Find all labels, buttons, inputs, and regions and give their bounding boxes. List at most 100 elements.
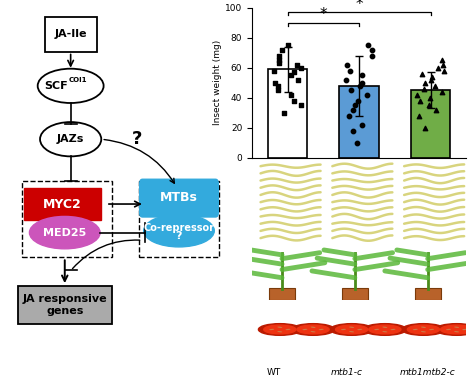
Point: [439, 89, 446, 95]
Point: [416, 98, 423, 104]
Point: [297, 102, 304, 108]
Ellipse shape: [144, 214, 214, 247]
Ellipse shape: [310, 327, 316, 328]
Circle shape: [402, 324, 445, 335]
Ellipse shape: [38, 69, 104, 103]
FancyArrowPatch shape: [73, 240, 140, 269]
Point: [427, 95, 434, 101]
Circle shape: [364, 324, 406, 335]
Point: [358, 80, 365, 86]
Point: [440, 68, 448, 74]
Point: [420, 86, 428, 92]
Point: [418, 70, 425, 77]
FancyBboxPatch shape: [24, 188, 101, 220]
Ellipse shape: [382, 327, 387, 328]
Ellipse shape: [30, 216, 100, 249]
Circle shape: [440, 325, 471, 334]
Point: [275, 57, 283, 63]
Ellipse shape: [40, 122, 101, 156]
FancyArrowPatch shape: [104, 140, 174, 183]
Bar: [268, 69, 308, 158]
Ellipse shape: [302, 329, 308, 330]
Point: [358, 72, 366, 78]
Point: [274, 87, 282, 93]
Circle shape: [330, 324, 373, 335]
Y-axis label: Insect weight (mg): Insect weight (mg): [213, 40, 222, 125]
Point: [431, 82, 439, 89]
Text: ?: ?: [176, 231, 182, 242]
Ellipse shape: [454, 327, 459, 328]
Point: [432, 107, 439, 113]
Ellipse shape: [413, 329, 418, 330]
Point: [438, 57, 446, 63]
Text: Co-repressor: Co-repressor: [144, 223, 214, 233]
Circle shape: [259, 324, 301, 335]
Text: MYC2: MYC2: [43, 198, 82, 210]
Point: [414, 91, 421, 98]
Bar: [411, 90, 450, 158]
Circle shape: [435, 324, 471, 335]
Point: [415, 112, 423, 119]
Point: [294, 77, 302, 83]
Ellipse shape: [285, 329, 291, 330]
Text: mtb1-c: mtb1-c: [330, 368, 362, 377]
Text: JA responsive: JA responsive: [23, 294, 107, 304]
FancyBboxPatch shape: [45, 17, 97, 52]
Point: [347, 87, 354, 93]
Point: [353, 140, 361, 146]
Point: [342, 77, 350, 83]
Circle shape: [407, 325, 439, 334]
FancyBboxPatch shape: [342, 287, 368, 300]
Circle shape: [335, 325, 368, 334]
Point: [351, 102, 359, 108]
Ellipse shape: [421, 327, 426, 328]
Point: [349, 128, 357, 134]
Point: [284, 42, 292, 48]
Point: [427, 77, 435, 83]
Point: [364, 42, 372, 48]
FancyBboxPatch shape: [139, 179, 219, 217]
Ellipse shape: [357, 329, 362, 330]
Ellipse shape: [349, 331, 354, 332]
Circle shape: [292, 324, 334, 335]
Text: *: *: [320, 7, 327, 22]
Point: [278, 47, 286, 53]
Text: mtb1mtb2-c: mtb1mtb2-c: [400, 368, 455, 377]
Point: [358, 121, 366, 128]
Ellipse shape: [374, 329, 379, 330]
Ellipse shape: [462, 329, 467, 330]
Ellipse shape: [421, 331, 426, 332]
Point: [354, 98, 362, 104]
Text: JA-Ile: JA-Ile: [54, 30, 87, 39]
Ellipse shape: [446, 329, 451, 330]
Point: [343, 61, 350, 68]
Point: [270, 68, 278, 74]
Ellipse shape: [429, 329, 434, 330]
Point: [356, 82, 363, 89]
Point: [439, 61, 447, 68]
Point: [291, 98, 298, 104]
Point: [422, 80, 429, 86]
Point: [369, 47, 376, 53]
Ellipse shape: [310, 331, 316, 332]
Point: [276, 60, 283, 66]
Point: [435, 65, 442, 71]
Point: [364, 91, 371, 98]
Ellipse shape: [349, 327, 354, 328]
Text: ?: ?: [131, 130, 142, 148]
Ellipse shape: [390, 329, 396, 330]
Point: [290, 69, 297, 75]
Point: [287, 91, 294, 98]
Point: [280, 110, 288, 116]
Ellipse shape: [269, 329, 274, 330]
Point: [428, 74, 436, 80]
Text: genes: genes: [46, 306, 83, 316]
Text: JAZs: JAZs: [57, 134, 84, 144]
Bar: [340, 86, 379, 158]
FancyBboxPatch shape: [269, 287, 295, 300]
FancyBboxPatch shape: [415, 287, 440, 300]
Circle shape: [264, 325, 296, 334]
Circle shape: [369, 325, 401, 334]
Ellipse shape: [319, 329, 324, 330]
Point: [297, 65, 305, 71]
